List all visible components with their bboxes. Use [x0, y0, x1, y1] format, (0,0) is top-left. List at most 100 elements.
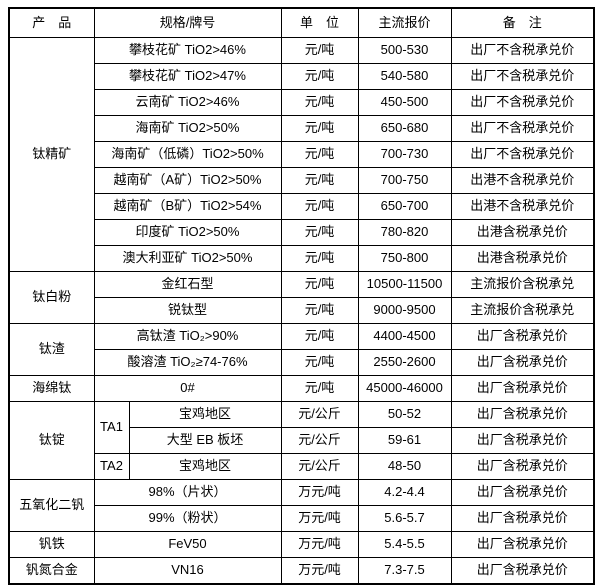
- unit-cell: 元/公斤: [280, 401, 359, 428]
- table-row: 钛锭 TA1 宝鸡地区 元/公斤 50-52 出厂含税承兑价: [8, 401, 595, 480]
- product-cell: 钛渣: [8, 323, 95, 376]
- spec-cell: 酸溶渣 TiO₂≥74-76%: [93, 349, 282, 376]
- price-cell: 780-820: [357, 219, 452, 246]
- unit-cell: 元/吨: [280, 89, 359, 116]
- unit-cell: 元/公斤: [280, 453, 359, 480]
- price-cell: 10500-11500: [357, 271, 452, 298]
- grade-cell: TA2: [93, 453, 130, 480]
- spec-cell: 越南矿（B矿）TiO2>54%: [93, 193, 282, 220]
- price-cell: 9000-9500: [357, 297, 452, 324]
- spec-cell: 澳大利亚矿 TiO2>50%: [93, 245, 282, 272]
- note-cell: 主流报价含税承兑: [450, 271, 595, 298]
- spec-cell: FeV50: [93, 531, 282, 558]
- spec-cell: 98%（片状）: [93, 479, 282, 506]
- unit-cell: 元/吨: [280, 167, 359, 194]
- product-cell: 钛精矿: [8, 37, 95, 272]
- note-cell: 出港含税承兑价: [450, 245, 595, 272]
- table-row: 酸溶渣 TiO₂≥74-76% 元/吨 2550-2600 出厂含税承兑价: [9, 349, 595, 376]
- price-cell: 5.6-5.7: [357, 505, 452, 532]
- table-row: 越南矿（A矿）TiO2>50% 元/吨 700-750 出港不含税承兑价: [9, 167, 595, 194]
- unit-cell: 元/吨: [280, 323, 359, 350]
- note-cell: 出厂不含税承兑价: [450, 89, 595, 116]
- spec-cell: 海南矿 TiO2>50%: [93, 115, 282, 142]
- note-cell: 出港不含税承兑价: [450, 167, 595, 194]
- price-cell: 650-680: [357, 115, 452, 142]
- unit-cell: 元/吨: [280, 141, 359, 168]
- spec-cell: 宝鸡地区: [128, 453, 282, 480]
- table-row: 钛精矿 攀枝花矿 TiO2>46% 元/吨 500-530 出厂不含税承兑价: [8, 37, 595, 272]
- unit-cell: 元/吨: [280, 297, 359, 324]
- table-row: 云南矿 TiO2>46% 元/吨 450-500 出厂不含税承兑价: [9, 89, 595, 116]
- unit-cell: 元/吨: [280, 349, 359, 376]
- table-row: TA2 宝鸡地区 元/公斤 48-50 出厂含税承兑价: [9, 453, 595, 480]
- spec-cell: 云南矿 TiO2>46%: [93, 89, 282, 116]
- table-row: 海绵钛 0# 元/吨 45000-46000 出厂含税承兑价: [8, 375, 595, 402]
- column-header-product: 产 品: [8, 7, 95, 38]
- note-cell: 出厂含税承兑价: [450, 453, 595, 480]
- price-cell: 45000-46000: [357, 375, 452, 402]
- price-cell: 50-52: [357, 401, 452, 428]
- table-row: 99%（粉状） 万元/吨 5.6-5.7 出厂含税承兑价: [9, 505, 595, 532]
- table-row: 印度矿 TiO2>50% 元/吨 780-820 出港含税承兑价: [9, 219, 595, 246]
- note-cell: 出厂含税承兑价: [450, 401, 595, 428]
- table-row: 海南矿（低磷）TiO2>50% 元/吨 700-730 出厂不含税承兑价: [9, 141, 595, 168]
- note-cell: 出厂不含税承兑价: [450, 141, 595, 168]
- table-row: 钛渣 高钛渣 TiO₂>90% 元/吨 4400-4500 出厂含税承兑价: [8, 323, 595, 376]
- spec-cell: 0#: [93, 375, 282, 402]
- spec-cell: 大型 EB 板坯: [128, 427, 282, 454]
- unit-cell: 元/吨: [280, 37, 359, 64]
- note-cell: 出厂含税承兑价: [450, 557, 595, 585]
- product-cell: 钛白粉: [8, 271, 95, 324]
- table-row: 钒铁 FeV50 万元/吨 5.4-5.5 出厂含税承兑价: [8, 531, 595, 558]
- unit-cell: 元/吨: [280, 271, 359, 298]
- price-cell: 4400-4500: [357, 323, 452, 350]
- product-cell: 钒氮合金: [8, 557, 95, 585]
- spec-cell: 99%（粉状）: [93, 505, 282, 532]
- table-row: 钒氮合金 VN16 万元/吨 7.3-7.5 出厂含税承兑价: [8, 557, 595, 585]
- price-cell: 5.4-5.5: [357, 531, 452, 558]
- spec-cell: 印度矿 TiO2>50%: [93, 219, 282, 246]
- unit-cell: 万元/吨: [280, 505, 359, 532]
- note-cell: 出厂含税承兑价: [450, 479, 595, 506]
- note-cell: 出厂含税承兑价: [450, 375, 595, 402]
- column-header-price: 主流报价: [357, 7, 452, 38]
- price-cell: 700-750: [357, 167, 452, 194]
- note-cell: 出厂不含税承兑价: [450, 115, 595, 142]
- product-cell: 钒铁: [8, 531, 95, 558]
- table-row: 澳大利亚矿 TiO2>50% 元/吨 750-800 出港含税承兑价: [9, 245, 595, 272]
- price-cell: 59-61: [357, 427, 452, 454]
- product-cell: 钛锭: [8, 401, 95, 480]
- note-cell: 出港含税承兑价: [450, 219, 595, 246]
- unit-cell: 元/吨: [280, 219, 359, 246]
- note-cell: 出厂含税承兑价: [450, 505, 595, 532]
- spec-cell: 宝鸡地区: [128, 401, 282, 428]
- table-row: 钛白粉 金红石型 元/吨 10500-11500 主流报价含税承兑: [8, 271, 595, 324]
- table-row: 越南矿（B矿）TiO2>54% 元/吨 650-700 出港不含税承兑价: [9, 193, 595, 220]
- grade-cell: TA1: [93, 401, 130, 454]
- note-cell: 出厂含税承兑价: [450, 427, 595, 454]
- spec-cell: 越南矿（A矿）TiO2>50%: [93, 167, 282, 194]
- column-header-unit: 单 位: [280, 7, 359, 38]
- price-cell: 650-700: [357, 193, 452, 220]
- spec-cell: 金红石型: [93, 271, 282, 298]
- product-cell: 五氧化二钒: [8, 479, 95, 532]
- column-header-spec: 规格/牌号: [93, 7, 282, 38]
- header-row: 产 品 规格/牌号 单 位 主流报价 备 注: [8, 7, 595, 38]
- note-cell: 出厂不含税承兑价: [450, 37, 595, 64]
- table-row: 海南矿 TiO2>50% 元/吨 650-680 出厂不含税承兑价: [9, 115, 595, 142]
- unit-cell: 元/吨: [280, 375, 359, 402]
- price-cell: 2550-2600: [357, 349, 452, 376]
- unit-cell: 元/吨: [280, 193, 359, 220]
- unit-cell: 元/吨: [280, 245, 359, 272]
- unit-cell: 元/吨: [280, 63, 359, 90]
- price-cell: 450-500: [357, 89, 452, 116]
- price-cell: 700-730: [357, 141, 452, 168]
- unit-cell: 元/吨: [280, 115, 359, 142]
- note-cell: 主流报价含税承兑: [450, 297, 595, 324]
- note-cell: 出厂含税承兑价: [450, 349, 595, 376]
- note-cell: 出港不含税承兑价: [450, 193, 595, 220]
- note-cell: 出厂含税承兑价: [450, 531, 595, 558]
- price-cell: 500-530: [357, 37, 452, 64]
- unit-cell: 万元/吨: [280, 479, 359, 506]
